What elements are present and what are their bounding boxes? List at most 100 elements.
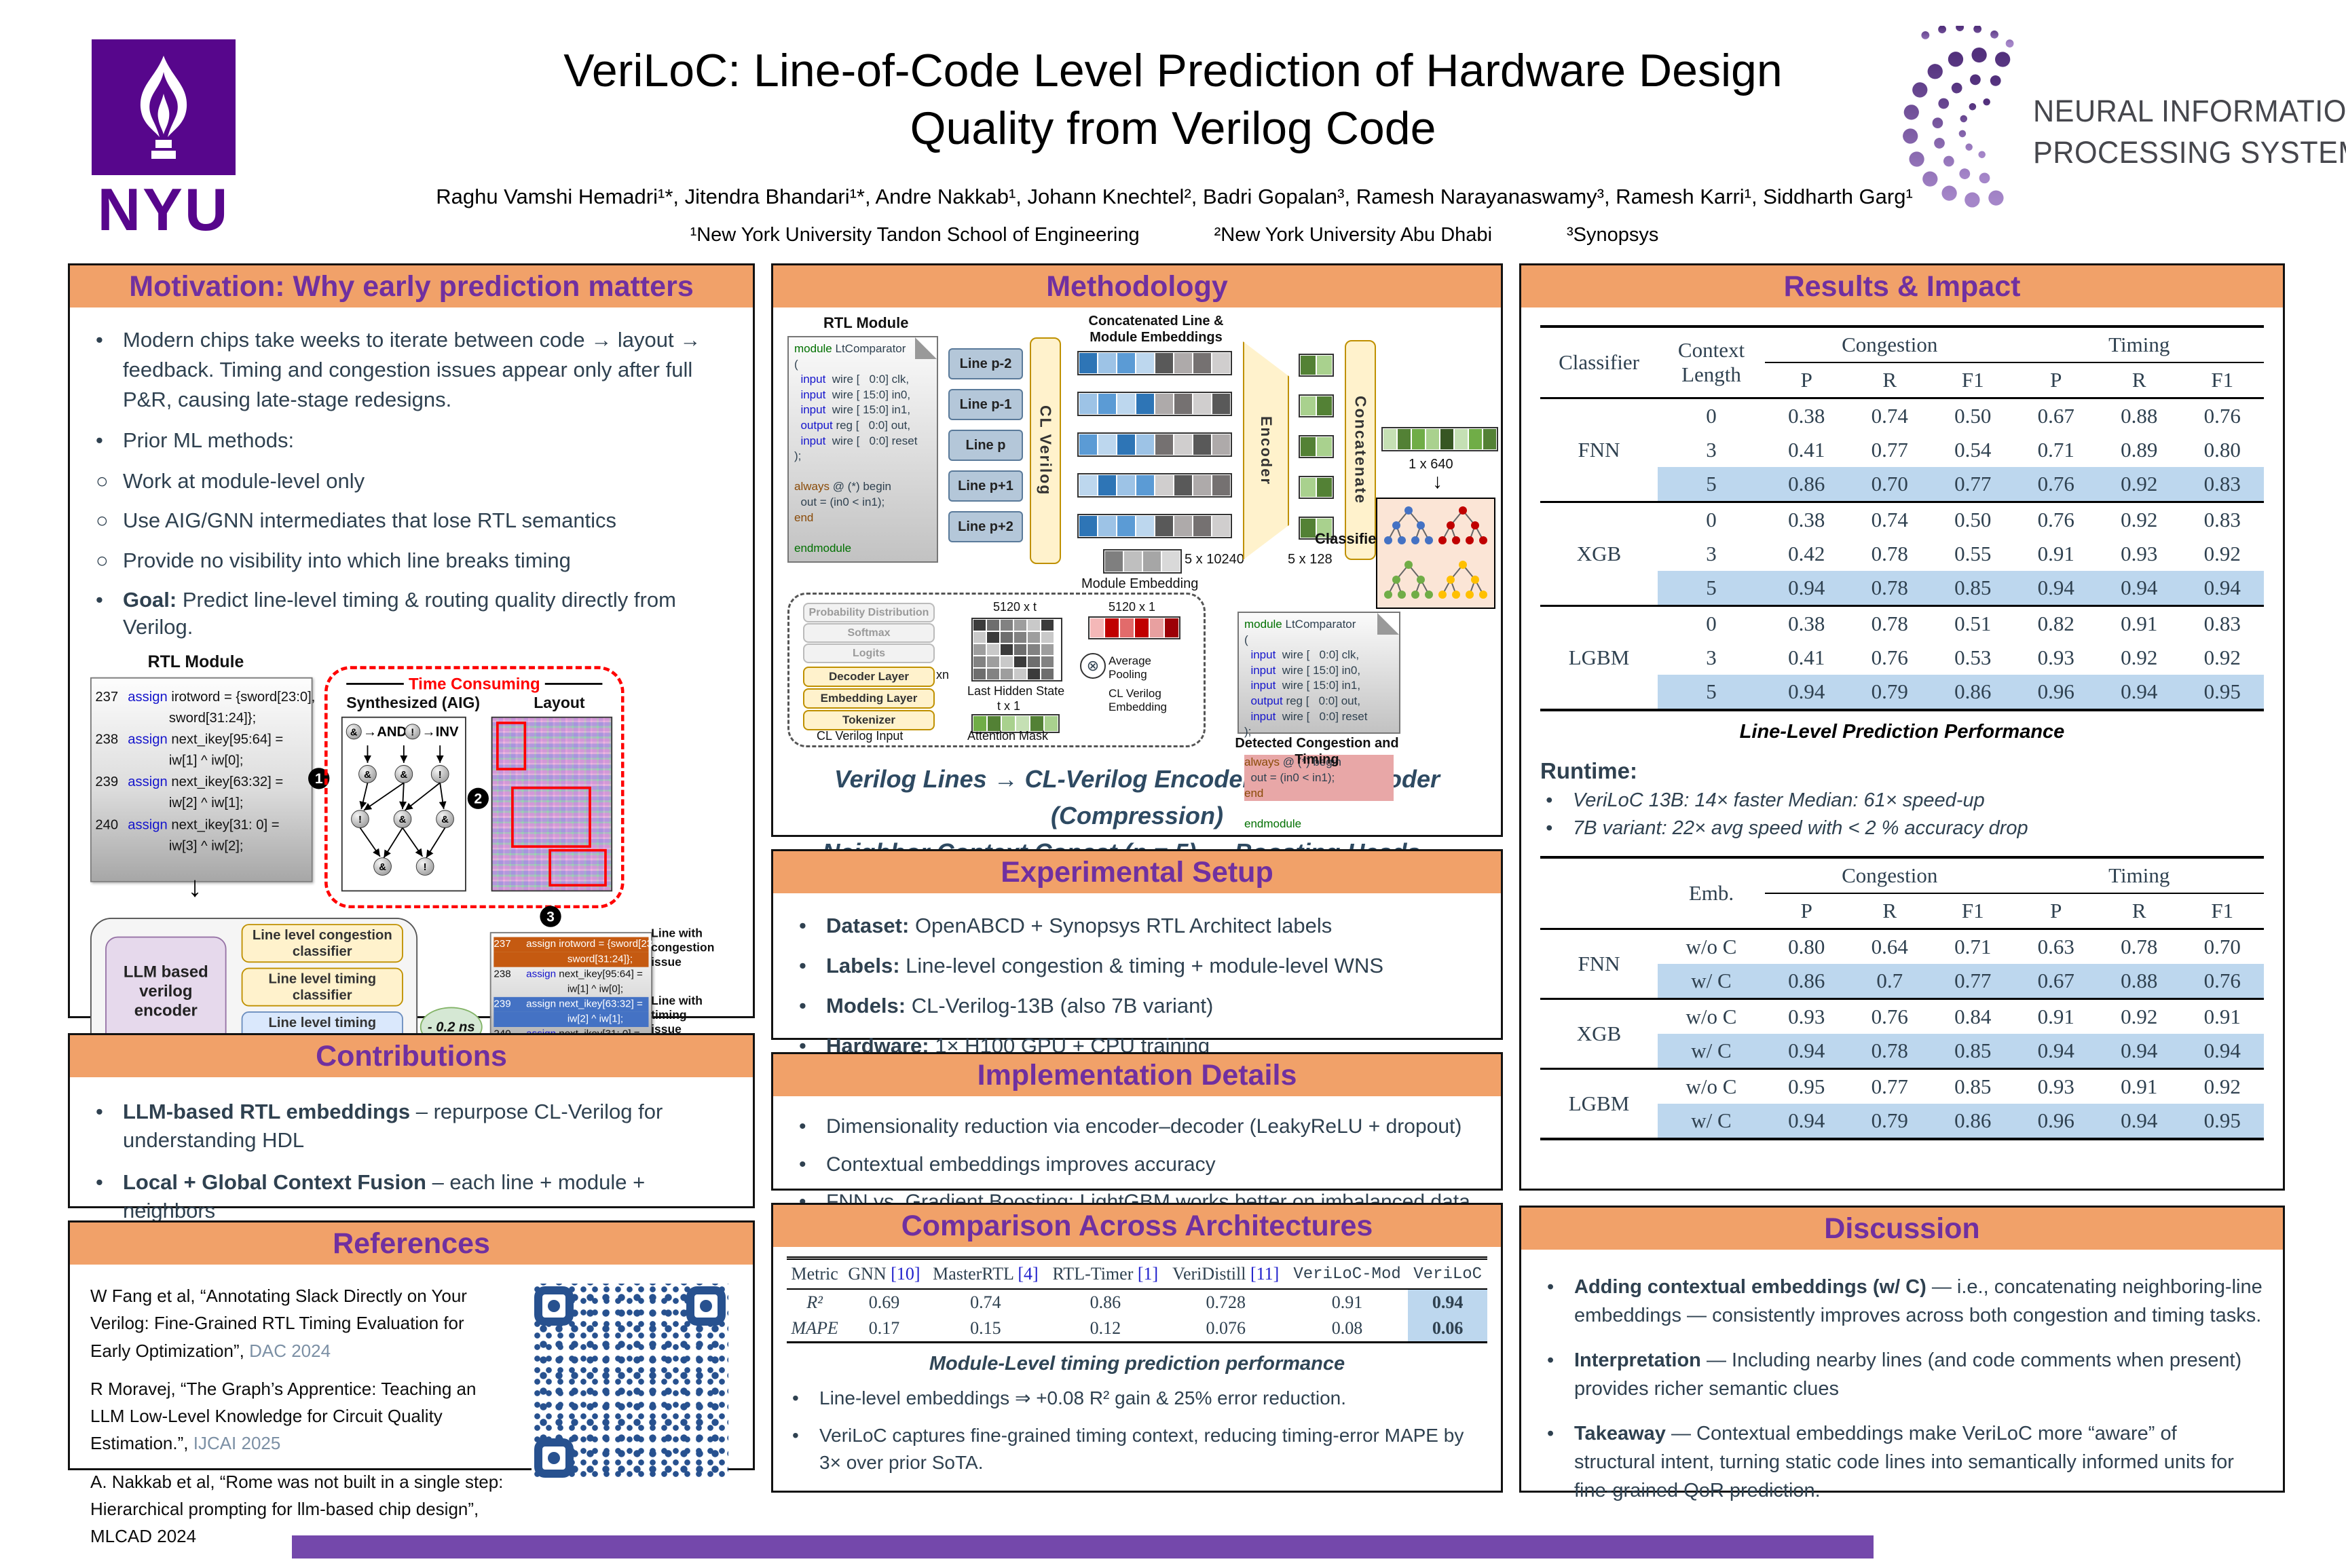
hidden-state-cell xyxy=(1028,644,1040,655)
runtime-label: Runtime: xyxy=(1540,758,1637,783)
authors: Raghu Vamshi Hemadri¹*, Jitendra Bhandar… xyxy=(436,185,1913,208)
embedding-cell xyxy=(1002,716,1015,731)
list-item: • Local + Global Context Fusion – each li… xyxy=(96,1170,646,1222)
methodology-header: Methodology xyxy=(773,265,1501,307)
decision-tree-icon xyxy=(1438,561,1487,599)
concat-dim-label: 1 x 640 xyxy=(1409,457,1453,472)
line-box: Line p-1 xyxy=(948,389,1023,420)
nyu-wordmark: NYU xyxy=(97,176,230,243)
embedding-cell xyxy=(1412,429,1425,449)
embedding-cell xyxy=(1136,516,1154,536)
embedding-cell xyxy=(1193,475,1211,496)
embedding-cell xyxy=(1193,394,1211,414)
embedding-cell xyxy=(1155,434,1173,455)
softmax-box: Softmax xyxy=(803,623,935,643)
hidden-state-cell xyxy=(1041,620,1054,631)
hidden-state-cell xyxy=(973,620,986,631)
embedding-cell xyxy=(1301,396,1316,415)
section-implementation: Implementation Details • Dimensionality r… xyxy=(771,1052,1503,1213)
neurips-logo: NEURAL INFORMATION PROCESSING SYSTEMS xyxy=(1863,23,2346,229)
code-line: 237 assign irotword = {sword[23:0], xyxy=(494,937,667,952)
table-row: 3 0.41 0.77 0.54 0.71 0.89 0.80 xyxy=(1706,438,2241,462)
attention-mask-label: Attention Mask xyxy=(967,729,1049,743)
qr-code xyxy=(532,1284,728,1480)
section-results: Results & Impact Classifier Context Lengt… xyxy=(1519,263,2285,1191)
table-row: 5 0.94 0.79 0.86 0.96 0.94 0.95 xyxy=(1540,675,2264,710)
embedding-cell xyxy=(1155,394,1173,414)
list-item: • Models: CL-Verilog-13B (also 7B variant… xyxy=(799,993,1214,1018)
concatenate-label: Concatenate xyxy=(1352,395,1370,505)
affiliation-3: ³Synopsys xyxy=(1567,224,1659,246)
table-row: MAPE 0.17 0.15 0.12 0.076 0.08 0.06 xyxy=(787,1315,1487,1343)
reference-item: A. Nakkab et al, “Rome was not built in … xyxy=(90,1471,504,1547)
embedding-cell xyxy=(1193,353,1211,373)
embedding-cell xyxy=(1155,353,1173,373)
line-dim-label: 5 x 10240 xyxy=(1185,552,1244,567)
motivation-bullets: • Modern chips take weeks to iterate betw… xyxy=(90,325,732,455)
hidden-state-cell xyxy=(1014,669,1026,679)
embedding-cell xyxy=(1212,353,1230,373)
footer-bar xyxy=(292,1535,1874,1558)
hidden-state-cell xyxy=(1028,620,1040,631)
encoded-pair xyxy=(1299,354,1334,377)
hidden-state-cell xyxy=(1014,632,1026,643)
list-item: • LLM-based RTL embeddings – repurpose CL… xyxy=(96,1100,663,1152)
table-row: FNN w/o C 0.80 0.64 0.71 0.63 0.78 0.70 xyxy=(1540,928,2264,999)
discussion-list: • Adding contextual embeddings (w/ C) — i… xyxy=(1542,1273,2263,1505)
embedding-cell xyxy=(1317,519,1332,538)
poster-title: VeriLoC: Line-of-Code Level Prediction o… xyxy=(392,42,1954,157)
panel-title: Discussion xyxy=(1824,1212,1980,1245)
hidden-state-cell xyxy=(987,669,999,679)
embedding-cell xyxy=(1174,353,1192,373)
timing-issue-label: Line with timing issue xyxy=(651,994,703,1036)
table-row: LGBM 0 0.38 0.78 0.51 0.82 0.91 0.83 xyxy=(1540,605,2264,710)
time-consuming-box: Time Consuming Synthesized (AIG) & →AND … xyxy=(324,665,625,908)
classifier-trees-box xyxy=(1376,498,1495,609)
table-row: XGB w/o C 0.93 0.76 0.84 0.91 0.92 0.91 xyxy=(1540,998,2264,1069)
embedding-cell xyxy=(1301,356,1316,375)
hidden-state-cell xyxy=(987,644,999,655)
embedding-cell xyxy=(1455,429,1468,449)
comparison-header: Comparison Across Architectures xyxy=(773,1205,1501,1247)
implementation-list: • Dimensionality reduction via encoder–de… xyxy=(794,1113,1481,1216)
svg-text:&: & xyxy=(350,727,358,738)
code-line: 239 assign next_ikey[63:32] = xyxy=(95,773,284,789)
embedding-cell xyxy=(1174,516,1192,536)
concatenate-bar: Concatenate xyxy=(1345,340,1376,560)
embedding-cell xyxy=(1079,516,1097,536)
embedding-cell xyxy=(1105,618,1119,637)
embedding-cell xyxy=(1174,475,1192,496)
embedding-cell xyxy=(1383,429,1396,449)
aig-graph: & →AND ! →INV & & ! xyxy=(346,723,459,876)
embedding-cell xyxy=(1212,394,1230,414)
embedding-cell xyxy=(973,716,986,731)
code-line: iw[1] ^ iw[0]; xyxy=(168,752,244,768)
hidden-state-cell xyxy=(1001,669,1013,679)
average-pooling-label: Average Pooling xyxy=(1109,654,1152,681)
tokenizer-box: Tokenizer xyxy=(803,710,935,730)
embedding-cell xyxy=(1483,429,1496,449)
svg-text:&: & xyxy=(401,769,408,780)
embedding-cell xyxy=(1079,353,1097,373)
embedding-layer-box: Embedding Layer xyxy=(803,688,935,709)
cl-verilog-label: CL Verilog xyxy=(1037,405,1055,496)
embedding-cell xyxy=(1016,716,1029,731)
down-arrow: ↓ xyxy=(1432,470,1442,493)
table-row: XGB 0 0.38 0.74 0.50 0.76 0.92 0.83 xyxy=(1540,501,2264,606)
embedding-cell xyxy=(1079,434,1097,455)
llm-encoder-box: LLM based verilog encoder xyxy=(105,936,227,1045)
detected-code-doc: module LtComparator( input wire [ 0:0] c… xyxy=(1237,612,1400,830)
table-row: w/ C 0.86 0.7 0.77 0.67 0.88 0.76 xyxy=(1540,964,2264,999)
embedding-cell xyxy=(1398,429,1411,449)
code-line: 237 assign irotword = {sword[23:0], xyxy=(95,688,316,704)
nyu-torch-icon xyxy=(140,56,187,159)
encoded-pair xyxy=(1299,476,1334,499)
emb-dim-label: 5120 x 1 xyxy=(1109,600,1156,614)
embedding-cell xyxy=(1469,429,1482,449)
code-line: 238 assign next_ikey[95:64] = xyxy=(95,730,284,747)
hidden-state-grid xyxy=(971,618,1062,682)
svg-text:&: & xyxy=(441,815,449,825)
list-item: • 7B variant: 22× avg speed with < 2 % ac… xyxy=(1546,817,2028,839)
rtl-code-doc: module LtComparator( input wire [ 0:0] c… xyxy=(787,336,938,563)
table-row: w/ C 0.94 0.78 0.85 0.94 0.94 0.94 xyxy=(1540,1034,2264,1069)
